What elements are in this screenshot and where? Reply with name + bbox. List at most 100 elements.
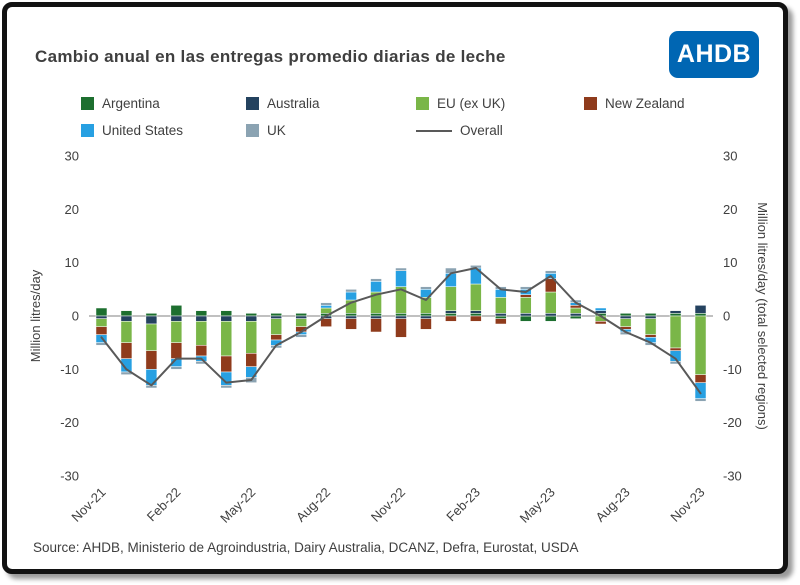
bar-segment-uk: [220, 385, 233, 389]
bar-segment-new-zealand: [170, 342, 183, 359]
bar-segment-australia: [545, 313, 557, 317]
bar-segment-australia: [694, 305, 707, 314]
bar-segment-eu-ex-uk: [694, 315, 707, 375]
bar-segment-new-zealand: [220, 355, 233, 373]
bar-segment-australia: [669, 310, 682, 314]
y-axis-title-left: Million litres/day: [28, 269, 43, 362]
bar-segment-argentina: [95, 307, 108, 317]
bar-segment-argentina: [245, 313, 257, 317]
legend: Argentina Australia EU (ex UK) New Zealand U…: [81, 96, 769, 138]
bar-segment-new-zealand: [445, 315, 457, 322]
bar-segment-uk: [345, 289, 357, 293]
bar-segment-eu-ex-uk: [245, 321, 257, 354]
bar-segment-eu-ex-uk: [145, 323, 158, 351]
bar-segment-australia: [395, 315, 407, 319]
bar-segment-eu-ex-uk: [220, 321, 233, 357]
bar-segment-argentina: [120, 310, 133, 317]
bar-segment-new-zealand: [420, 318, 432, 330]
legend-item-australia: Australia: [246, 96, 416, 111]
window-frame: Cambio anual en las entregas promedio di…: [2, 2, 788, 574]
bar-segment-australia: [345, 315, 357, 319]
bar-segment-argentina: [270, 313, 282, 317]
legend-label-uk: UK: [267, 123, 286, 138]
bar-segment-new-zealand: [470, 315, 482, 322]
legend-label-eu-ex-uk: EU (ex UK): [437, 96, 506, 111]
bar-segment-eu-ex-uk: [445, 286, 457, 311]
bar-segment-eu-ex-uk: [270, 318, 282, 335]
bar-segment-united-states: [395, 270, 407, 287]
bar-segment-argentina: [569, 315, 582, 319]
legend-label-overall: Overall: [460, 123, 503, 138]
bar-segment-new-zealand: [495, 318, 507, 325]
bar-segment-new-zealand: [694, 374, 707, 383]
bar-segment-eu-ex-uk: [295, 318, 307, 327]
bar-segment-united-states: [320, 305, 332, 309]
overall-line: [100, 267, 702, 395]
bar-segment-new-zealand: [644, 334, 657, 338]
bar-segment-uk: [545, 270, 557, 274]
bar-segment-argentina: [520, 315, 532, 322]
bar-segment-australia: [370, 315, 382, 319]
y-tick-label-right: -20: [723, 415, 742, 430]
bar-segment-australia: [495, 313, 507, 317]
bar-segment-argentina: [295, 313, 307, 317]
bar-segment-argentina: [345, 313, 357, 317]
legend-swatch-australia: [246, 97, 259, 110]
bar-segment-australia: [170, 315, 183, 322]
y-tick-label-left: 20: [65, 202, 79, 217]
bar-segment-eu-ex-uk: [669, 315, 682, 349]
legend-swatch-new-zealand: [584, 97, 597, 110]
y-tick-label-right: 0: [723, 309, 730, 324]
bar-segment-uk: [669, 361, 682, 365]
bar-segment-eu-ex-uk: [619, 318, 632, 327]
bar-segment-argentina: [445, 313, 457, 317]
bar-segment-uk: [694, 398, 707, 402]
bar-segment-eu-ex-uk: [120, 321, 133, 343]
bar-segment-new-zealand: [145, 350, 158, 370]
header: Cambio anual en las entregas promedio di…: [23, 15, 769, 78]
bar-segment-australia: [569, 313, 582, 317]
y-tick-label-right: 30: [723, 149, 737, 164]
bar-segment-united-states: [345, 291, 357, 301]
bar-segment-new-zealand: [195, 345, 208, 357]
chart-title: Cambio anual en las entregas promedio di…: [35, 47, 506, 66]
x-tick-label: Nov-23: [667, 485, 707, 525]
y-tick-label-right: 10: [723, 255, 737, 270]
y-tick-label-right: 20: [723, 202, 737, 217]
bar-segment-eu-ex-uk: [569, 307, 582, 314]
bar-segment-uk: [170, 366, 183, 370]
bar-segment-argentina: [644, 313, 657, 317]
bar-segment-united-states: [370, 281, 382, 293]
bar-segment-australia: [95, 315, 108, 319]
bar-segment-new-zealand: [120, 342, 133, 359]
legend-item-united-states: United States: [81, 123, 246, 138]
bar-segment-argentina: [420, 313, 432, 317]
legend-line-overall: [416, 129, 452, 132]
y-tick-label-right: -30: [723, 469, 742, 484]
bar-segment-uk: [370, 278, 382, 282]
y-tick-label-left: -20: [60, 415, 79, 430]
bar-segment-argentina: [470, 313, 482, 317]
bar-segment-australia: [195, 315, 208, 322]
legend-item-uk: UK: [246, 123, 416, 138]
bar-segment-new-zealand: [370, 318, 382, 333]
y-tick-label-left: 30: [65, 149, 79, 164]
bar-segment-eu-ex-uk: [320, 307, 332, 314]
bar-segment-new-zealand: [270, 334, 282, 341]
legend-label-united-states: United States: [102, 123, 184, 138]
y-axis-title-right: Million litres/day (total selected regio…: [755, 202, 768, 430]
bar-segment-eu-ex-uk: [495, 297, 507, 314]
x-tick-label: May-23: [517, 485, 558, 526]
bar-segment-australia: [120, 315, 133, 322]
x-tick-label: Nov-22: [368, 485, 408, 525]
y-tick-label-left: 10: [65, 255, 79, 270]
bar-segment-australia: [220, 315, 233, 322]
bar-segment-argentina: [669, 313, 682, 317]
source-text: Source: AHDB, Ministerio de Agroindustri…: [33, 540, 579, 555]
bar-segment-argentina: [545, 315, 557, 322]
x-tick-label: Nov-21: [68, 485, 108, 525]
legend-swatch-uk: [246, 124, 259, 137]
bar-segment-argentina: [495, 315, 507, 319]
chart-card: Cambio anual en las entregas promedio di…: [7, 7, 783, 569]
x-tick-label: Aug-22: [293, 485, 333, 525]
